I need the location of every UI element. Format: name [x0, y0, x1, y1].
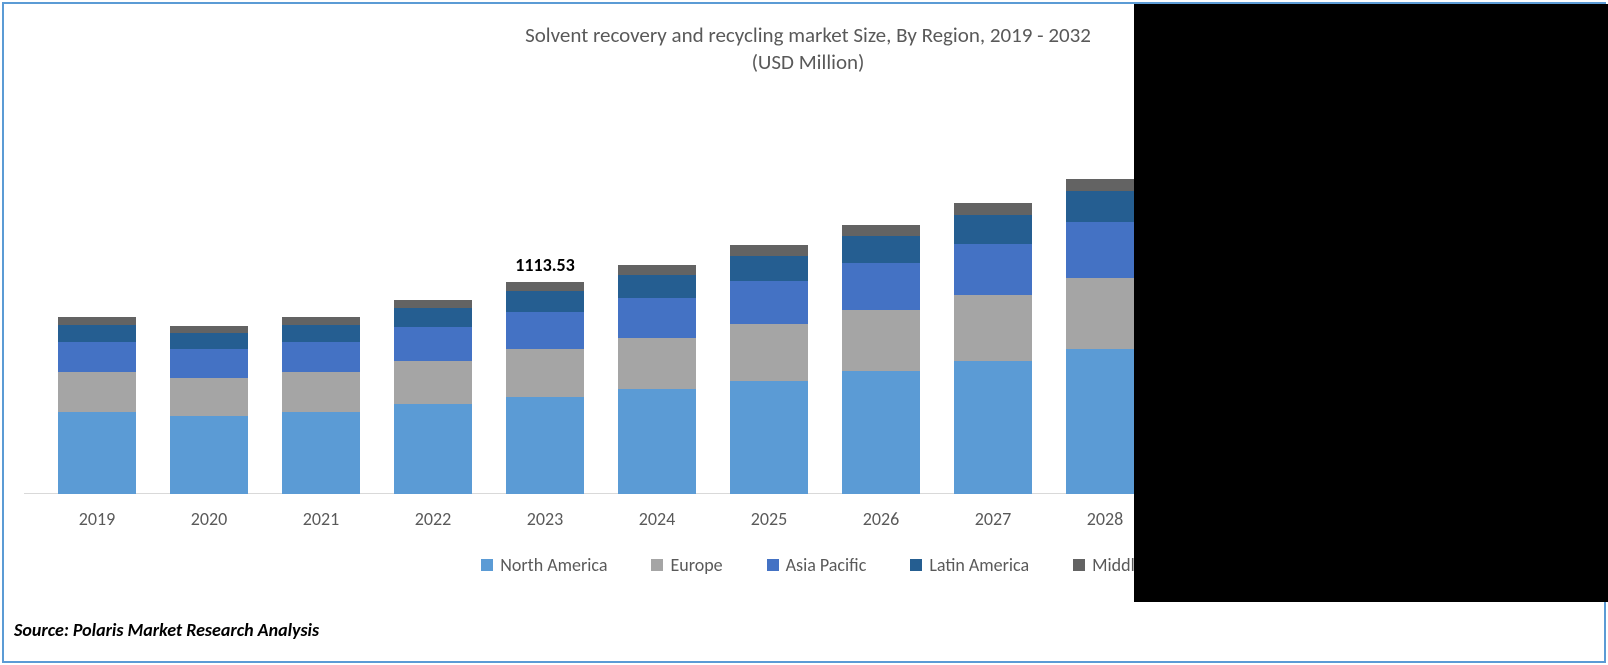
- bar-segment: [1066, 191, 1144, 221]
- bar-segment: [1066, 278, 1144, 349]
- legend-item: North America: [481, 554, 607, 576]
- bar-group: 2022: [394, 300, 472, 494]
- bar-segment: [58, 317, 136, 325]
- bar-segment: [1066, 179, 1144, 191]
- bar-segment: [170, 378, 248, 416]
- legend-item: Asia Pacific: [767, 554, 867, 576]
- bar-segment: [282, 412, 360, 494]
- bar-segment: [170, 326, 248, 333]
- bar-segment: [730, 381, 808, 494]
- x-axis-label: 2020: [191, 508, 228, 530]
- bar-segment: [58, 325, 136, 342]
- bar-segment: [954, 203, 1032, 215]
- bar-segment: [954, 215, 1032, 244]
- title-line-2: (USD Million): [752, 49, 865, 75]
- bar-segment: [58, 412, 136, 494]
- source-note: Source: Polaris Market Research Analysis: [14, 619, 319, 641]
- bar-segment: [282, 325, 360, 342]
- x-axis-label: 2026: [863, 508, 900, 530]
- black-overlay: [1134, 4, 1608, 602]
- bar-segment: [506, 397, 584, 494]
- bar-segment: [618, 298, 696, 338]
- bar-segment: [282, 317, 360, 325]
- bar-segment: [842, 371, 920, 494]
- bar-segment: [842, 225, 920, 236]
- legend-item: Latin America: [910, 554, 1029, 576]
- bar-segment: [730, 245, 808, 255]
- bar-segment: [506, 282, 584, 291]
- x-axis-label: 2019: [79, 508, 116, 530]
- bar-segment: [842, 263, 920, 311]
- title-line-1: Solvent recovery and recycling market Si…: [525, 22, 1091, 48]
- legend-swatch: [1073, 559, 1085, 571]
- bar-segment: [170, 349, 248, 378]
- bar-segment: [1066, 349, 1144, 494]
- legend-label: Latin America: [929, 554, 1029, 576]
- bar-segment: [618, 265, 696, 275]
- bar-group: 2027: [954, 203, 1032, 494]
- legend-swatch: [481, 559, 493, 571]
- bar-segment: [954, 295, 1032, 361]
- x-axis-label: 2027: [975, 508, 1012, 530]
- x-axis-label: 2023: [527, 508, 564, 530]
- bar-segment: [58, 372, 136, 412]
- legend-swatch: [910, 559, 922, 571]
- bar-segment: [394, 327, 472, 360]
- bar-group: 2025: [730, 245, 808, 494]
- bar-group: 2019: [58, 317, 136, 494]
- x-axis-label: 2022: [415, 508, 452, 530]
- bar-segment: [730, 281, 808, 325]
- bar-segment: [170, 333, 248, 349]
- legend-swatch: [767, 559, 779, 571]
- bar-segment: [394, 308, 472, 327]
- bar-segment: [730, 256, 808, 281]
- x-axis-label: 2025: [751, 508, 788, 530]
- bar-segment: [58, 342, 136, 372]
- bar-segment: [506, 312, 584, 349]
- legend-item: Europe: [651, 554, 722, 576]
- bar-segment: [842, 310, 920, 371]
- bar-segment: [282, 342, 360, 372]
- bar-segment: [618, 389, 696, 494]
- bar-segment: [506, 349, 584, 397]
- legend-label: Middl: [1092, 554, 1135, 576]
- x-axis-label: 2028: [1087, 508, 1124, 530]
- bar-segment: [1066, 222, 1144, 278]
- legend-item: Middl: [1073, 554, 1135, 576]
- bar-group: 20231113.53: [506, 282, 584, 494]
- bar-segment: [618, 275, 696, 298]
- bar-group: 2021: [282, 317, 360, 494]
- legend-label: North America: [500, 554, 607, 576]
- x-axis-label: 2021: [303, 508, 340, 530]
- bar-segment: [506, 291, 584, 312]
- bar-group: 2028: [1066, 179, 1144, 494]
- bar-segment: [618, 338, 696, 389]
- bar-group: 2020: [170, 326, 248, 494]
- bar-segment: [394, 404, 472, 494]
- bar-segment: [954, 361, 1032, 494]
- legend-label: Asia Pacific: [786, 554, 867, 576]
- data-label: 1113.53: [515, 254, 575, 276]
- bar-segment: [282, 372, 360, 412]
- bar-segment: [170, 416, 248, 494]
- bar-segment: [954, 244, 1032, 295]
- bar-group: 2026: [842, 225, 920, 494]
- legend-swatch: [651, 559, 663, 571]
- bar-group: 2024: [618, 265, 696, 494]
- legend-label: Europe: [670, 554, 722, 576]
- x-axis-label: 2024: [639, 508, 676, 530]
- bar-segment: [842, 236, 920, 263]
- chart-frame: Solvent recovery and recycling market Si…: [2, 2, 1606, 663]
- bar-segment: [394, 300, 472, 309]
- bar-segment: [730, 324, 808, 380]
- bar-segment: [394, 361, 472, 405]
